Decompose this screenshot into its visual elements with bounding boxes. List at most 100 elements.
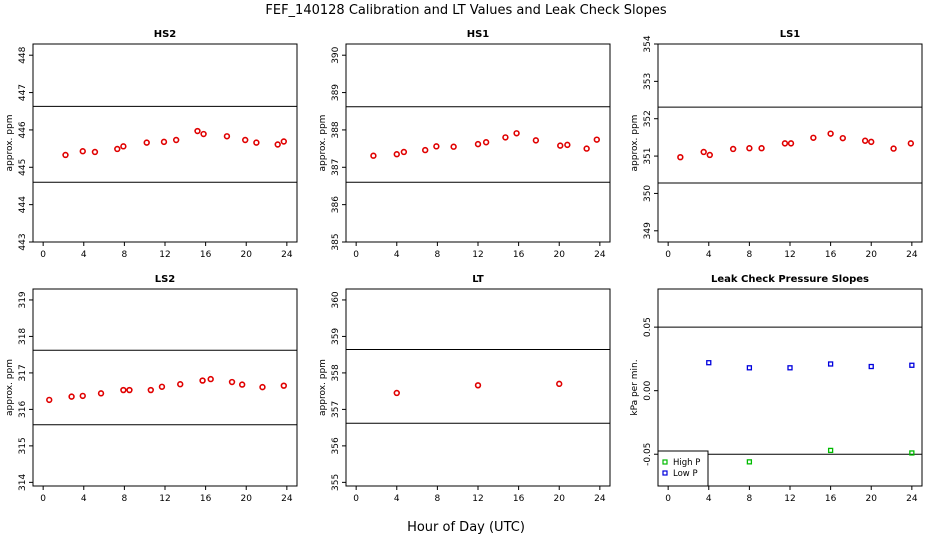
data-point bbox=[259, 383, 266, 391]
data-point bbox=[502, 134, 509, 141]
data-point bbox=[839, 134, 846, 142]
data-point bbox=[474, 382, 482, 389]
y-tick-label: 359 bbox=[331, 328, 341, 345]
panel-title: LT bbox=[472, 274, 484, 285]
x-tick-label: 24 bbox=[594, 494, 606, 504]
legend-box bbox=[657, 450, 709, 487]
y-axis-label: kPa per min. bbox=[630, 359, 640, 415]
data-point bbox=[370, 152, 377, 159]
panel-title: HS1 bbox=[467, 29, 490, 40]
x-tick-label: 0 bbox=[40, 494, 46, 504]
x-tick-label: 0 bbox=[353, 250, 359, 260]
data-point bbox=[907, 140, 915, 147]
x-tick-label: 20 bbox=[554, 250, 566, 260]
y-tick-label: 360 bbox=[331, 291, 341, 308]
data-point bbox=[120, 386, 127, 394]
data-point bbox=[223, 133, 231, 140]
data-point bbox=[861, 137, 869, 144]
y-tick-label: 444 bbox=[18, 196, 28, 213]
x-tick-label: 24 bbox=[281, 494, 293, 504]
x-tick-label: 20 bbox=[866, 494, 878, 504]
y-tick-label: 446 bbox=[18, 121, 28, 138]
data-point bbox=[79, 148, 86, 155]
y-tick-label: 356 bbox=[331, 437, 341, 454]
x-tick-label: 4 bbox=[706, 250, 712, 260]
y-axis-label: approx. ppm bbox=[5, 359, 15, 416]
data-point bbox=[729, 145, 737, 153]
data-point bbox=[482, 139, 490, 146]
data-point bbox=[781, 140, 789, 147]
panel-hs1: HS1 0 4 8 12 16 20 24 385 386 387 388 389 390 approx. … bbox=[318, 29, 611, 260]
x-tick-label: 0 bbox=[665, 494, 671, 504]
x-tick-label: 16 bbox=[200, 250, 212, 260]
panel-title: LS1 bbox=[780, 29, 801, 40]
y-tick-label: 390 bbox=[331, 46, 341, 63]
y-tick-label: 349 bbox=[643, 222, 653, 239]
y-tick-label: 448 bbox=[18, 46, 28, 63]
y-tick-label: 350 bbox=[643, 185, 653, 202]
y-tick-label: 354 bbox=[643, 35, 653, 52]
data-point bbox=[147, 386, 154, 394]
data-point bbox=[557, 142, 564, 149]
data-point bbox=[194, 127, 201, 135]
data-point bbox=[46, 396, 53, 404]
y-tick-label: 317 bbox=[18, 364, 28, 381]
x-tick-label: 24 bbox=[281, 250, 293, 260]
x-tick-label: 4 bbox=[706, 494, 712, 504]
data-point bbox=[433, 143, 440, 150]
x-tick-label: 12 bbox=[472, 494, 483, 504]
x-tick-label: 12 bbox=[784, 494, 795, 504]
y-tick-label: -0.05 bbox=[643, 443, 653, 466]
x-tick-label: 8 bbox=[122, 250, 128, 260]
panel-lt: LT 0 4 8 12 16 20 24 355 356 357 358 359 360 approx. p… bbox=[318, 274, 611, 504]
x-tick-label: 4 bbox=[81, 494, 87, 504]
x-tick-label: 4 bbox=[394, 250, 400, 260]
plot-frame bbox=[345, 43, 611, 243]
data-point bbox=[143, 139, 150, 146]
data-point-high-p bbox=[746, 459, 753, 465]
data-point-low-p bbox=[746, 365, 753, 371]
x-tick-label: 16 bbox=[513, 250, 525, 260]
data-point bbox=[68, 393, 75, 400]
y-tick-label: 358 bbox=[331, 364, 341, 381]
data-point bbox=[79, 392, 86, 400]
y-tick-label: 385 bbox=[331, 233, 341, 250]
plot-frame bbox=[657, 43, 923, 243]
data-point bbox=[158, 383, 166, 390]
data-point bbox=[474, 140, 482, 148]
data-point bbox=[556, 380, 563, 388]
y-tick-label: 353 bbox=[643, 73, 653, 90]
data-point bbox=[177, 381, 184, 388]
y-tick-label: 355 bbox=[331, 474, 341, 491]
data-point bbox=[280, 138, 287, 145]
data-point bbox=[827, 130, 834, 137]
x-tick-label: 20 bbox=[866, 250, 878, 260]
y-tick-label: 352 bbox=[643, 110, 653, 127]
x-tick-label: 16 bbox=[513, 494, 525, 504]
data-point-low-p bbox=[706, 360, 712, 366]
x-tick-label: 0 bbox=[40, 250, 46, 260]
data-point bbox=[564, 141, 571, 149]
data-point bbox=[207, 375, 214, 383]
data-point bbox=[200, 130, 207, 138]
y-tick-label: 447 bbox=[18, 84, 28, 101]
x-tick-label: 12 bbox=[159, 494, 170, 504]
data-point bbox=[97, 390, 105, 397]
data-point bbox=[199, 377, 206, 384]
data-point-low-p bbox=[909, 362, 915, 368]
y-tick-label: 388 bbox=[331, 121, 341, 138]
x-tick-label: 16 bbox=[200, 494, 212, 504]
y-tick-label: 315 bbox=[18, 437, 28, 454]
y-tick-label: 319 bbox=[18, 291, 28, 308]
y-tick-label: 0.05 bbox=[643, 317, 653, 337]
figure-x-axis-label: Hour of Day (UTC) bbox=[407, 520, 525, 535]
data-point bbox=[422, 146, 429, 154]
data-point bbox=[172, 136, 180, 144]
y-tick-label: 318 bbox=[18, 328, 28, 345]
data-point bbox=[393, 389, 400, 397]
data-point bbox=[746, 145, 753, 152]
y-tick-label: 314 bbox=[18, 473, 28, 490]
data-point bbox=[280, 382, 287, 389]
